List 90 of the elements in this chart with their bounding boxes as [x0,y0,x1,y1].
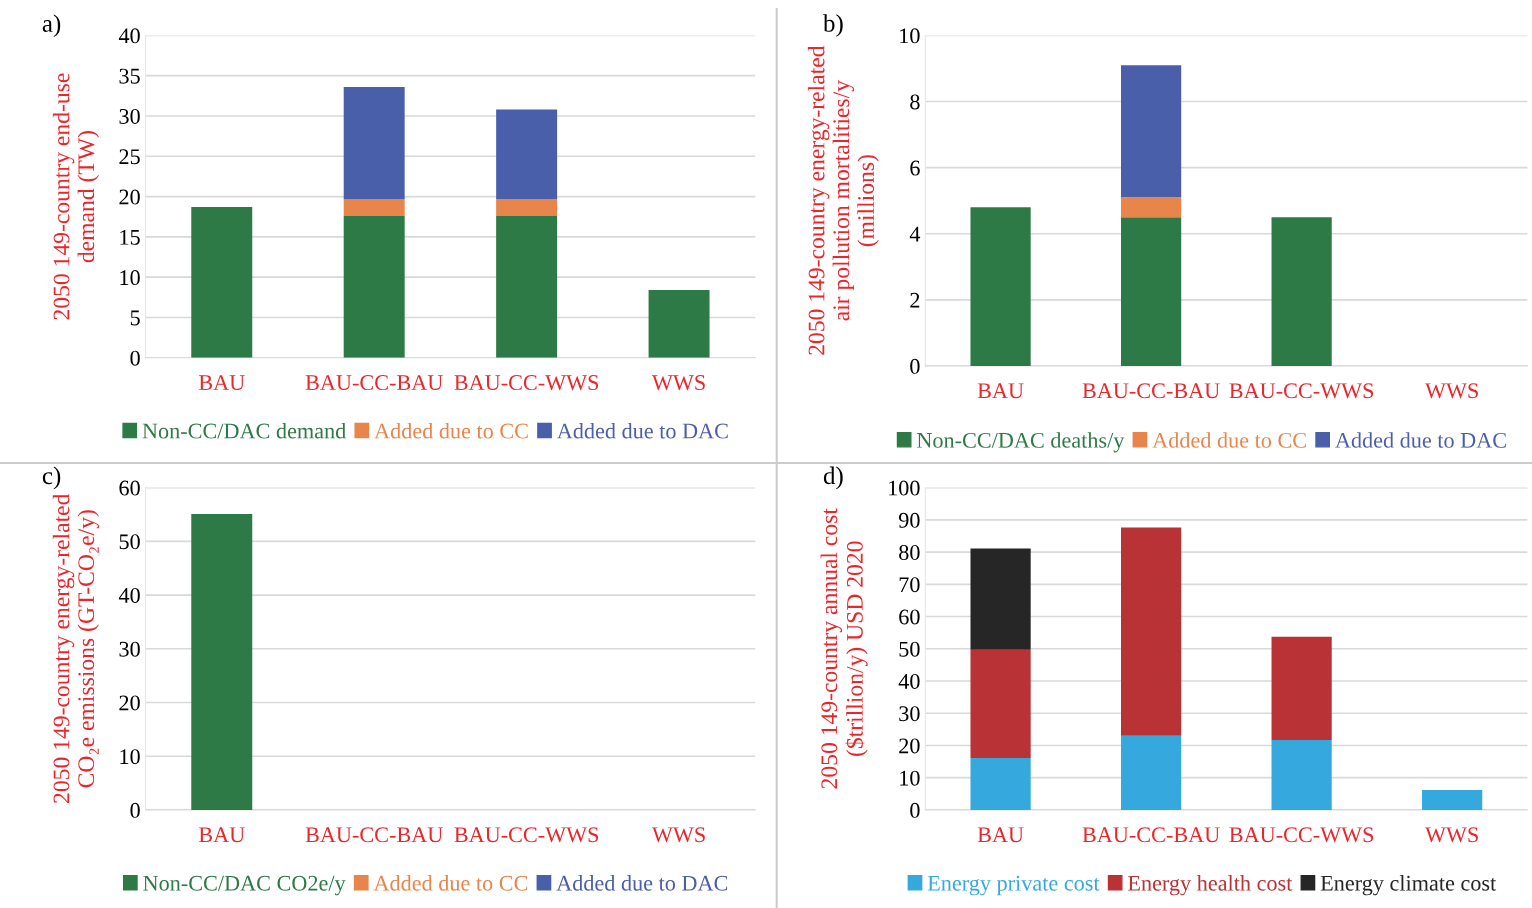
x-tick-label: BAU-CC-BAU [1082,827,1220,843]
y-tick-label: 50 [119,534,140,550]
y-tick-label: 10 [900,770,920,786]
y-tick-label: 10 [120,749,140,765]
y-tick-label: 30 [899,706,920,722]
y-tick-label: 0 [130,350,140,366]
x-tick-label: BAU [198,827,245,843]
legend-label: Energy private cost [927,875,1100,896]
x-tick-label: BAU-CC-BAU [305,827,443,843]
bar [496,199,558,216]
x-tick-label: BAU-CC-BAU [1082,383,1220,399]
y-tick-label: 80 [899,545,920,560]
y-tick-label: 15 [120,229,140,245]
y-tick-label: 40 [118,28,140,44]
y-tick-label: 40 [898,673,920,689]
y-tick-label: 10 [900,28,920,44]
y-tick-label: 20 [899,738,920,754]
bar [1121,217,1182,366]
legend-label: Energy health cost [1128,875,1293,896]
legend-label: Added due to DAC [1335,432,1506,448]
bar [1271,217,1332,366]
x-tick-label: BAU [977,383,1024,399]
x-tick-label: BAU [198,375,245,391]
bar [970,207,1031,366]
y-tick-label: 60 [899,609,920,625]
bar [1121,527,1182,736]
y-tick-label: 0 [130,802,140,818]
bar [1271,636,1332,740]
y-tick-label: 20 [119,189,140,205]
chart-title: c) [42,466,61,490]
x-tick-label: WWS [651,375,705,391]
y-tick-label: 70 [899,577,920,593]
bar [648,290,710,358]
chart-title: b) [822,14,843,37]
x-tick-label: BAU-CC-BAU [305,375,443,391]
x-tick-label: BAU [977,827,1024,843]
bar [496,109,558,199]
y-tick-label: 60 [119,480,140,496]
legend-label: Non-CC/DAC demand [142,422,346,439]
y-axis-title: 2050 149-country end-use demand (TW) [52,73,100,320]
legend-label: Added due to CC [1152,432,1306,448]
bar [1121,65,1182,198]
chart-title: a) [42,14,61,38]
legend-label: Added due to DAC [556,422,728,439]
legend-label: Non-CC/DAC deaths/y [917,432,1125,453]
legend-label: Energy climate cost [1320,875,1497,896]
y-tick-label: 8 [910,94,920,110]
y-tick-label: 4 [909,226,921,242]
x-tick-label: BAU-CC-WWS [454,827,599,843]
bar [343,215,405,358]
x-tick-label: WWS [1425,383,1478,399]
x-tick-label: BAU-CC-WWS [1229,827,1374,843]
bar [343,199,405,216]
x-tick-label: BAU-CC-WWS [454,375,599,391]
y-tick-label: 20 [119,695,140,711]
y-tick-label: 10 [120,270,140,286]
y-tick-label: 0 [910,358,920,374]
bar [970,649,1031,759]
bar [1271,739,1332,810]
y-tick-label: 6 [910,160,920,176]
y-tick-label: 35 [119,68,140,84]
y-tick-label: 90 [898,512,920,528]
legend-label: Non-CC/DAC CO2e/y [143,875,346,896]
bar [1121,735,1182,810]
y-tick-label: 0 [910,802,920,818]
y-axis-title: 2050 149-country energy-related CO₂e emissions (GT-CO₂e/y) [52,493,100,803]
x-tick-label: WWS [651,827,705,843]
y-tick-label: 25 [119,149,140,165]
legend-label: Added due to CC [374,422,528,439]
legend-label: Added due to DAC [556,875,728,891]
legend-label: Added due to CC [373,875,528,891]
bar [343,86,405,199]
y-axis-title: 2050 149-country energy-related air pollution mortalities/y (millions) [807,45,879,355]
bar [1121,197,1182,218]
bar [1422,789,1483,810]
y-tick-label: 2 [910,292,920,308]
y-tick-label: 30 [119,641,140,657]
bar [970,548,1031,650]
bar [496,215,558,358]
y-tick-label: 40 [118,587,140,603]
y-tick-label: 30 [119,108,140,124]
y-axis-title: 2050 149-country annual cost ($trillion/y) USD 2020 [820,508,868,789]
bar [970,758,1031,810]
x-tick-label: WWS [1425,827,1478,843]
x-tick-label: BAU-CC-WWS [1229,383,1374,399]
y-tick-label: 5 [130,310,140,326]
y-tick-label: 100 [889,480,920,496]
bar [191,207,253,358]
chart-title: d) [823,466,843,490]
y-tick-label: 50 [899,641,920,657]
